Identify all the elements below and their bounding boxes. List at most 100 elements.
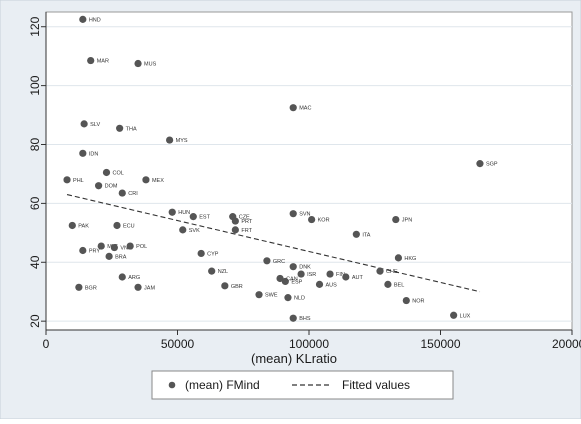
point-label-bhs: BHS: [299, 316, 311, 322]
point-label-grc: GRC: [273, 259, 285, 265]
point-label-bra: BRA: [115, 254, 127, 260]
data-point-phl: [63, 176, 71, 184]
data-point-svn: [289, 210, 297, 218]
data-point-mex: [142, 176, 150, 184]
point-label-frt: FRT: [241, 228, 252, 234]
point-label-mys: MYS: [176, 138, 188, 144]
data-point-bra: [105, 252, 113, 260]
data-point-ita: [352, 230, 360, 238]
point-label-dnk: DNK: [299, 265, 311, 271]
point-label-che: CHE: [386, 269, 398, 275]
point-label-nzl: NZL: [218, 269, 228, 275]
point-label-est: EST: [199, 215, 210, 221]
x-tick-label: 150000: [420, 337, 460, 351]
fitted-values-line: [66, 194, 481, 293]
legend-frame: [151, 370, 454, 400]
point-label-col: COL: [112, 170, 123, 176]
y-tick-label: 40: [28, 255, 42, 269]
point-label-bgr: BGR: [85, 285, 97, 291]
fitted-line-layer: [66, 194, 481, 293]
data-point-svk: [179, 226, 187, 234]
data-point-bhs: [289, 314, 297, 322]
legend-label-fitted: Fitted values: [342, 378, 410, 392]
point-label-jam: JAM: [144, 285, 155, 291]
data-point-jpn: [392, 215, 400, 224]
point-label-idn: IDN: [89, 151, 99, 157]
data-point-nor: [402, 296, 410, 305]
point-label-kor: KOR: [318, 218, 330, 224]
point-label-bel: BEL: [394, 282, 404, 288]
data-point-pol: [126, 242, 134, 250]
data-point-can: [276, 274, 284, 283]
data-point-aus: [315, 280, 324, 288]
point-label-mac: MAC: [299, 106, 311, 112]
point-label-nor: NOR: [412, 299, 424, 305]
data-points: HND MAR MUS MAC SLV THA MYS IDN SGP COL PHL MEX DOM C…: [63, 15, 498, 322]
point-label-can: CAN: [286, 276, 298, 282]
data-point-grc: [263, 257, 271, 265]
point-label-pak: PAK: [78, 223, 89, 229]
legend: (mean) FMind Fitted values: [151, 370, 454, 400]
data-point-lux: [450, 311, 458, 319]
data-point-aut: [342, 273, 350, 281]
data-point-frt: [231, 226, 239, 234]
y-tick-label: 120: [28, 16, 42, 36]
plot-area: [45, 11, 573, 331]
data-point-pry: [79, 246, 87, 255]
data-point-idn: [79, 149, 87, 157]
y-tick-label: 80: [28, 138, 42, 152]
data-point-est: [189, 213, 197, 221]
x-tick-label: 100000: [289, 337, 329, 351]
point-label-tha: THA: [126, 126, 137, 132]
data-point-dnk: [289, 263, 297, 271]
data-point-hkg: [394, 254, 403, 262]
point-label-svn: SVN: [299, 212, 310, 218]
data-point-slv: [80, 120, 88, 128]
x-tick-label: 0: [43, 337, 50, 351]
point-label-cze: CZE: [239, 215, 250, 221]
data-point-bel: [384, 280, 392, 288]
data-point-jam: [134, 283, 142, 291]
point-label-mex: MEX: [152, 178, 164, 184]
point-label-pol: POL: [136, 244, 147, 250]
data-point-ecu: [113, 221, 121, 230]
point-label-prt: PRT: [241, 219, 253, 225]
point-label-swe: SWE: [265, 293, 278, 299]
point-label-cyp: CYP: [207, 251, 219, 257]
data-point-kor: [308, 215, 316, 224]
point-label-ita: ITA: [362, 232, 370, 238]
data-point-gbr: [221, 282, 229, 290]
point-label-fin: FIN: [336, 272, 345, 278]
point-label-mar: MAR: [97, 59, 109, 65]
data-point-col: [102, 168, 111, 177]
data-point-swe: [255, 291, 263, 299]
point-label-dom: DOM: [105, 184, 118, 190]
data-point-isr: [297, 270, 305, 278]
data-point-nld: [284, 294, 292, 302]
data-point-prt: [231, 217, 239, 225]
point-label-arg: ARG: [128, 275, 140, 281]
axes: 20 40 60 80 100 120 0 50000 100000 150000 200000: [28, 12, 581, 351]
point-label-jpn: JPN: [402, 218, 412, 224]
data-point-mys: [166, 136, 174, 144]
y-tick-label: 60: [28, 196, 42, 210]
point-label-gbr: GBR: [231, 284, 243, 290]
data-point-nzl: [208, 267, 216, 275]
point-label-nld: NLD: [294, 296, 305, 302]
point-label-phl: PHL: [73, 178, 84, 184]
data-point-bgr: [75, 283, 83, 291]
data-point-cyp: [197, 249, 205, 258]
y-tick-label: 100: [28, 75, 42, 95]
x-tick-label: 50000: [161, 337, 195, 351]
point-label-hkg: HKG: [404, 256, 416, 262]
legend-label-points: (mean) FMind: [185, 378, 260, 392]
x-axis-title: (mean) KLratio: [251, 351, 337, 366]
data-point-vnm: [110, 243, 118, 252]
data-point-dom: [95, 182, 103, 190]
point-label-svk: SVK: [189, 228, 200, 234]
point-label-vnm: VNM: [120, 246, 133, 252]
data-point-sgp: [476, 160, 484, 168]
legend-marker-points: [168, 381, 176, 389]
data-point-mlt: [97, 242, 105, 250]
